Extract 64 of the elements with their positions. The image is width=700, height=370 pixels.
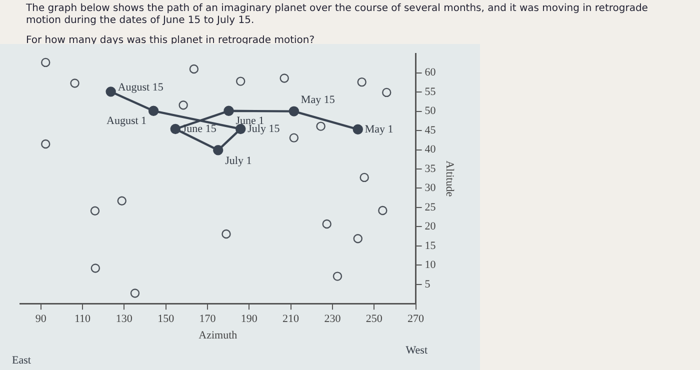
point (106, 86, 116, 97)
x-tick-label: 90 (35, 313, 47, 326)
point (117, 196, 126, 206)
point (90, 206, 100, 216)
point (332, 272, 342, 281)
y-tick-label: 30 (424, 182, 436, 194)
data-label: August 1 (106, 114, 147, 127)
x-tick-label: 230 (324, 313, 342, 326)
point (353, 234, 362, 244)
point (70, 78, 80, 88)
point (289, 133, 299, 142)
data-label: July 1 (225, 155, 252, 168)
y-tick-label: 60 (424, 66, 436, 79)
y-tick-label: 50 (424, 105, 436, 118)
point (130, 288, 140, 298)
point (213, 145, 224, 156)
text: East (12, 354, 31, 366)
y-tick-label: 40 (424, 144, 436, 156)
point (316, 122, 326, 131)
data-label: May 1 (364, 123, 394, 136)
y-tick-label: 10 (424, 259, 436, 272)
point (322, 219, 332, 229)
x-tick-label: 110 (74, 313, 92, 326)
point (357, 77, 366, 87)
x-tick-label: 130 (116, 313, 133, 326)
chart-title: The graph below shows the path of an imaginary planet over the course of several months, and it was moving in retrograde motion during the dates of June 15 to July 15. (25, 2, 649, 27)
point (280, 74, 289, 83)
point (148, 106, 159, 116)
point (352, 124, 363, 134)
y-tick-label: 5 (424, 278, 431, 290)
y-axis-title: Altitude (444, 160, 456, 197)
data-label: June 15 (182, 122, 217, 135)
y-tick-label: 20 (424, 220, 436, 233)
point (288, 106, 300, 116)
x-axis-title: Azimuth (198, 329, 238, 342)
point (178, 100, 188, 110)
point (90, 264, 100, 273)
point (41, 139, 50, 149)
x-tick-label: 150 (158, 313, 175, 326)
point (382, 88, 392, 98)
y-tick-label: 35 (424, 162, 436, 175)
data-label: May 15 (300, 94, 336, 106)
data-label: July 15 (248, 122, 280, 135)
point (236, 124, 246, 134)
point (224, 106, 234, 116)
y-tick-label: 25 (424, 201, 436, 214)
point (222, 229, 231, 239)
point (378, 206, 388, 216)
point (170, 124, 181, 134)
point (189, 64, 199, 74)
text: West (406, 344, 428, 356)
x-tick-label: 210 (282, 313, 300, 326)
y-tick-label: 15 (424, 240, 436, 252)
point (360, 172, 369, 182)
x-tick-label: 170 (199, 313, 216, 326)
point (236, 76, 246, 86)
y-tick-label: 55 (424, 86, 436, 98)
x-tick-label: 270 (408, 313, 425, 326)
data-label: August 15 (118, 82, 164, 94)
x-tick-label: 190 (240, 313, 258, 326)
point (41, 58, 50, 68)
x-tick-label: 250 (366, 313, 383, 326)
chart-subtitle: For how many days was this planet in retrograde motion? (25, 34, 316, 46)
y-tick-label: 45 (424, 124, 436, 136)
